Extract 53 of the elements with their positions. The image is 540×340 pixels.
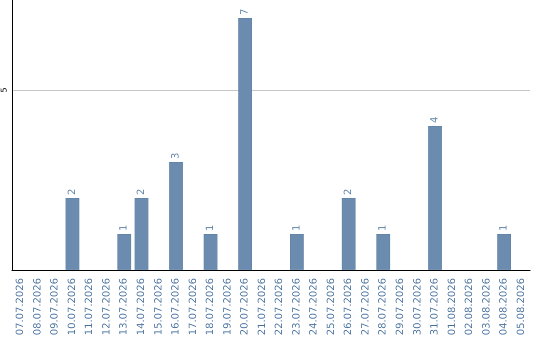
data-label: 4 [430, 116, 441, 123]
bar [428, 126, 442, 270]
x-tick-label: 10.07.2026 [66, 278, 78, 336]
x-tick-label: 19.07.2026 [222, 278, 234, 336]
x-tick-label: 27.07.2026 [360, 278, 372, 336]
y-tick-label: 5 [0, 87, 8, 93]
x-tick-label: 16.07.2026 [170, 278, 182, 336]
data-label: 1 [498, 224, 510, 231]
data-label: 1 [118, 224, 130, 231]
bar [117, 234, 132, 270]
data-label: 1 [205, 224, 216, 231]
x-tick-label: 13.07.2026 [118, 278, 130, 336]
x-tick-label: 28.07.2026 [378, 278, 389, 336]
x-tick-label: 03.08.2026 [481, 278, 492, 336]
x-tick-label: 15.07.2026 [153, 278, 164, 336]
bar [342, 198, 356, 270]
x-tick-label: 07.07.2026 [15, 278, 26, 336]
data-label: 3 [170, 152, 182, 159]
bar [134, 198, 148, 270]
x-tick-label: 12.07.2026 [101, 278, 112, 336]
x-tick-label: 29.07.2026 [395, 278, 406, 336]
bar [238, 18, 252, 270]
x-tick-label: 04.08.2026 [498, 278, 510, 336]
x-tick-label: 09.07.2026 [50, 278, 61, 336]
bar [66, 198, 80, 270]
x-tick-label: 22.07.2026 [274, 278, 286, 336]
x-tick-label: 21.07.2026 [256, 278, 268, 336]
x-tick-label: 02.08.2026 [464, 278, 476, 336]
x-tick-label: 20.07.2026 [240, 278, 251, 336]
x-tick-label: 05.08.2026 [516, 278, 527, 336]
x-tick-label: 14.07.2026 [136, 278, 147, 336]
x-tick-label: 26.07.2026 [343, 278, 354, 336]
x-tick-label: 17.07.2026 [188, 278, 199, 336]
x-tick-label: 01.08.2026 [446, 278, 458, 336]
x-tick-label: 18.07.2026 [205, 278, 216, 336]
bar [376, 234, 390, 270]
data-label: 2 [343, 188, 354, 195]
data-label: 2 [136, 188, 147, 195]
data-label: 1 [291, 224, 302, 231]
x-tick-label: 24.07.2026 [308, 278, 320, 336]
x-tick-label: 23.07.2026 [291, 278, 302, 336]
x-tick-label: 30.07.2026 [412, 278, 424, 336]
bar [290, 234, 304, 270]
data-label: 2 [66, 188, 78, 195]
bar [169, 162, 183, 270]
bar [204, 234, 218, 270]
x-tick-label: 25.07.2026 [326, 278, 337, 336]
data-label: 1 [378, 224, 389, 231]
bar [497, 234, 512, 270]
x-tick-label: 31.07.2026 [430, 278, 441, 336]
x-tick-label: 11.07.2026 [84, 278, 96, 336]
x-tick-label: 08.07.2026 [32, 278, 44, 336]
data-label: 7 [240, 8, 251, 15]
